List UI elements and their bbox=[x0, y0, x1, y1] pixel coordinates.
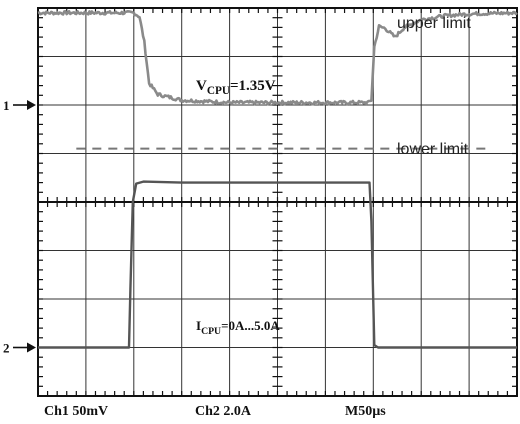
ch1-ground-marker-arrowhead bbox=[27, 100, 36, 110]
ch1-scale-label: Ch1 50mV bbox=[44, 404, 108, 419]
limit-lines bbox=[76, 147, 489, 150]
traces bbox=[37, 9, 518, 349]
ch2-ground-marker-label: 2 bbox=[3, 341, 10, 356]
icpu-annotation: ICPU=0A...5.0A bbox=[196, 318, 280, 337]
upper-limit-label: upper limit bbox=[397, 15, 471, 32]
ch2-ground-marker-arrowhead bbox=[27, 342, 36, 353]
ch2-trace bbox=[38, 180, 517, 349]
ch2-scale-label: Ch2 2.0A bbox=[195, 404, 252, 419]
graticule bbox=[37, 7, 518, 397]
vcpu-annotation: VCPU=1.35V bbox=[196, 78, 276, 97]
ch2-ground-marker: 2 bbox=[3, 341, 36, 356]
timebase-label: M50µs bbox=[345, 404, 386, 419]
ch1-ground-marker: 1 bbox=[3, 98, 36, 113]
ch1-ground-marker-label: 1 bbox=[3, 98, 10, 113]
labels: upper limit lower limit VCPU=1.35V ICPU=0A.… bbox=[3, 15, 471, 419]
lower-limit-label: lower limit bbox=[397, 141, 469, 158]
ch1-trace bbox=[37, 9, 518, 106]
